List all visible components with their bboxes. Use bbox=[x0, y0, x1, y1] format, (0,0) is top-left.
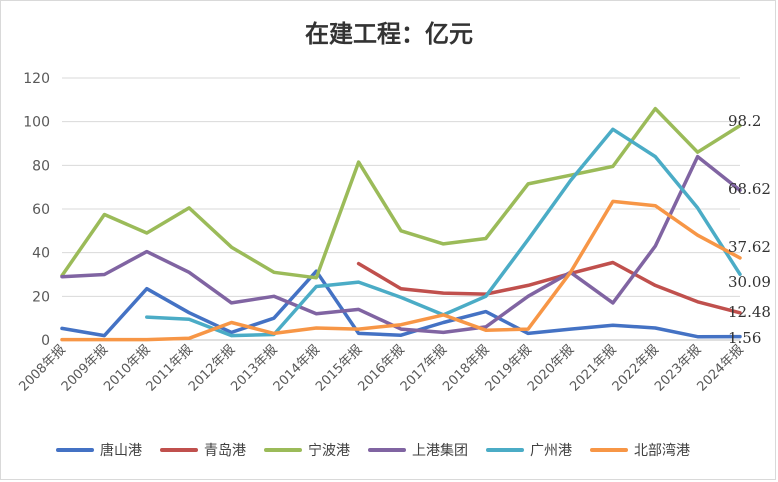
series-line-2 bbox=[60, 106, 742, 280]
legend-swatch bbox=[160, 448, 198, 452]
legend-label: 上港集团 bbox=[412, 443, 468, 459]
legend-item: 唐山港 bbox=[56, 440, 142, 460]
legend-item: 宁波港 bbox=[264, 440, 350, 460]
y-tick-label: 60 bbox=[32, 202, 50, 218]
legend-item: 北部湾港 bbox=[590, 440, 690, 460]
series-line-4 bbox=[145, 127, 742, 338]
y-tick-label: 100 bbox=[23, 115, 50, 131]
legend-label: 青岛港 bbox=[204, 443, 246, 459]
legend-label: 宁波港 bbox=[308, 443, 350, 459]
y-tick-label: 20 bbox=[32, 289, 50, 305]
legend-label: 广州港 bbox=[530, 443, 572, 459]
end-value-label: 30.09 bbox=[728, 273, 771, 291]
chart-title: 在建工程：亿元 bbox=[305, 19, 473, 48]
legend-swatch bbox=[56, 448, 94, 452]
legend-item: 青岛港 bbox=[160, 440, 246, 460]
y-tick-label: 80 bbox=[32, 158, 50, 174]
legend-swatch bbox=[486, 448, 524, 452]
chart-legend: 唐山港 青岛港 宁波港 上港集团 广州港 北部湾港 bbox=[56, 440, 690, 460]
legend-swatch bbox=[590, 448, 628, 452]
legend-swatch bbox=[368, 448, 406, 452]
y-tick-label: 40 bbox=[32, 246, 50, 262]
series-line-3 bbox=[60, 154, 742, 335]
legend-swatch bbox=[264, 448, 302, 452]
end-value-label: 98.2 bbox=[728, 112, 761, 130]
series-line-1 bbox=[356, 260, 742, 315]
end-value-label: 1.56 bbox=[728, 329, 761, 347]
y-tick-label: 120 bbox=[23, 71, 50, 87]
legend-item: 上港集团 bbox=[368, 440, 468, 460]
x-tick-label: 2024年报 bbox=[694, 342, 746, 394]
legend-label: 北部湾港 bbox=[634, 443, 690, 459]
end-value-label: 68.62 bbox=[728, 180, 771, 198]
series-line-5 bbox=[60, 199, 742, 342]
y-tick-label: 0 bbox=[41, 333, 50, 349]
end-value-label: 37.62 bbox=[728, 238, 771, 256]
legend-label: 唐山港 bbox=[100, 443, 142, 459]
series-line-0 bbox=[60, 269, 742, 339]
end-value-label: 12.48 bbox=[728, 303, 771, 321]
legend-item: 广州港 bbox=[486, 440, 572, 460]
